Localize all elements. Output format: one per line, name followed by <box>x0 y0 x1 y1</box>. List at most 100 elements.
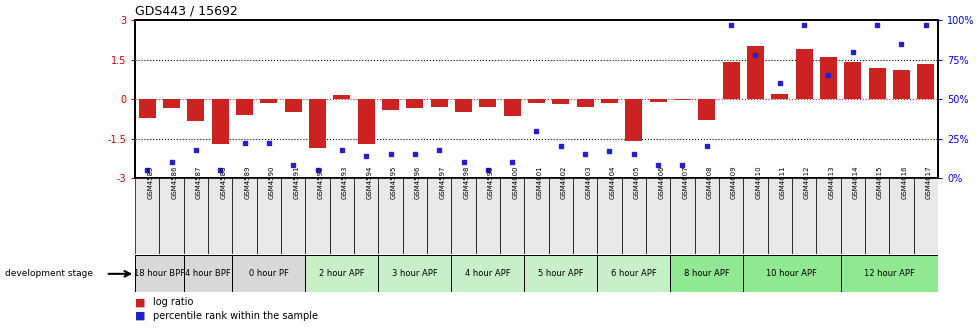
Bar <box>722 62 738 99</box>
Text: percentile rank within the sample: percentile rank within the sample <box>153 311 318 321</box>
Text: GSM4606: GSM4606 <box>657 165 663 199</box>
Bar <box>430 99 447 107</box>
Text: GSM4608: GSM4608 <box>706 165 712 199</box>
Text: GSM4598: GSM4598 <box>463 165 469 199</box>
Bar <box>333 95 350 99</box>
Bar <box>354 178 378 254</box>
Text: ■: ■ <box>135 297 146 307</box>
Bar <box>184 255 232 292</box>
Bar <box>597 255 670 292</box>
Bar <box>309 99 326 148</box>
Bar <box>867 68 885 99</box>
Bar <box>232 178 256 254</box>
Text: GSM4591: GSM4591 <box>293 165 299 199</box>
Bar <box>330 178 354 254</box>
Bar <box>187 99 204 122</box>
Bar <box>357 99 375 144</box>
Text: GSM4590: GSM4590 <box>269 165 275 199</box>
Bar <box>548 178 572 254</box>
Bar <box>527 99 545 103</box>
Text: GSM4604: GSM4604 <box>609 165 615 199</box>
Bar <box>500 178 524 254</box>
Text: 10 hour APF: 10 hour APF <box>766 269 817 278</box>
Bar <box>256 178 281 254</box>
Text: GSM4616: GSM4616 <box>901 165 907 199</box>
Text: GSM4610: GSM4610 <box>755 165 761 199</box>
Bar <box>281 178 305 254</box>
Bar <box>670 255 742 292</box>
Bar <box>767 178 791 254</box>
Text: GSM4617: GSM4617 <box>925 165 931 199</box>
Text: 12 hour APF: 12 hour APF <box>863 269 913 278</box>
Bar <box>916 64 933 99</box>
Bar <box>673 99 690 100</box>
Bar <box>552 99 569 104</box>
Bar <box>840 178 864 254</box>
Bar <box>135 255 184 292</box>
Bar <box>479 99 496 107</box>
Bar <box>718 178 742 254</box>
Bar <box>892 70 909 99</box>
Bar <box>576 99 593 107</box>
Bar <box>697 99 715 120</box>
Text: GSM4601: GSM4601 <box>536 165 542 199</box>
Bar <box>625 99 642 141</box>
Text: GSM4607: GSM4607 <box>682 165 688 199</box>
Bar <box>503 99 520 116</box>
Text: GSM4593: GSM4593 <box>341 165 347 199</box>
Bar <box>211 99 229 144</box>
Text: GSM4611: GSM4611 <box>778 165 785 199</box>
Bar <box>843 62 861 99</box>
Bar <box>819 57 836 99</box>
Bar <box>236 99 253 115</box>
Bar <box>746 46 763 99</box>
Bar <box>524 178 548 254</box>
Bar <box>402 178 426 254</box>
Bar <box>378 255 451 292</box>
Bar <box>694 178 718 254</box>
Bar <box>426 178 451 254</box>
Text: 2 hour APF: 2 hour APF <box>319 269 365 278</box>
Bar <box>381 99 399 110</box>
Bar <box>621 178 645 254</box>
Bar <box>670 178 694 254</box>
Text: GDS443 / 15692: GDS443 / 15692 <box>135 5 238 17</box>
Bar <box>135 178 159 254</box>
Text: GSM4602: GSM4602 <box>560 165 566 199</box>
Text: GSM4586: GSM4586 <box>171 165 177 199</box>
Bar <box>912 178 937 254</box>
Text: GSM4599: GSM4599 <box>487 165 493 199</box>
Text: GSM4612: GSM4612 <box>803 165 809 199</box>
Text: 18 hour BPF: 18 hour BPF <box>134 269 185 278</box>
Text: GSM4609: GSM4609 <box>731 165 736 199</box>
Text: 8 hour APF: 8 hour APF <box>684 269 729 278</box>
Bar <box>139 99 156 118</box>
Bar <box>159 178 184 254</box>
Text: 5 hour APF: 5 hour APF <box>538 269 583 278</box>
Text: GSM4595: GSM4595 <box>390 165 396 199</box>
Text: 3 hour APF: 3 hour APF <box>391 269 437 278</box>
Bar <box>649 99 666 102</box>
Bar <box>285 99 301 112</box>
Bar <box>742 255 840 292</box>
Text: development stage: development stage <box>5 269 93 278</box>
Bar <box>163 99 180 108</box>
Bar <box>184 178 208 254</box>
Text: GSM4603: GSM4603 <box>585 165 591 199</box>
Bar <box>771 94 787 99</box>
Text: GSM4600: GSM4600 <box>511 165 517 199</box>
Text: GSM4588: GSM4588 <box>220 165 226 199</box>
Bar <box>451 255 524 292</box>
Bar <box>378 178 402 254</box>
Text: GSM4592: GSM4592 <box>317 165 323 199</box>
Bar <box>795 49 812 99</box>
Text: GSM4614: GSM4614 <box>852 165 858 199</box>
Bar <box>840 255 937 292</box>
Bar <box>645 178 670 254</box>
Bar <box>305 178 330 254</box>
Text: GSM4589: GSM4589 <box>244 165 250 199</box>
Text: GSM4615: GSM4615 <box>876 165 882 199</box>
Text: GSM4605: GSM4605 <box>633 165 640 199</box>
Bar <box>208 178 232 254</box>
Bar <box>451 178 475 254</box>
